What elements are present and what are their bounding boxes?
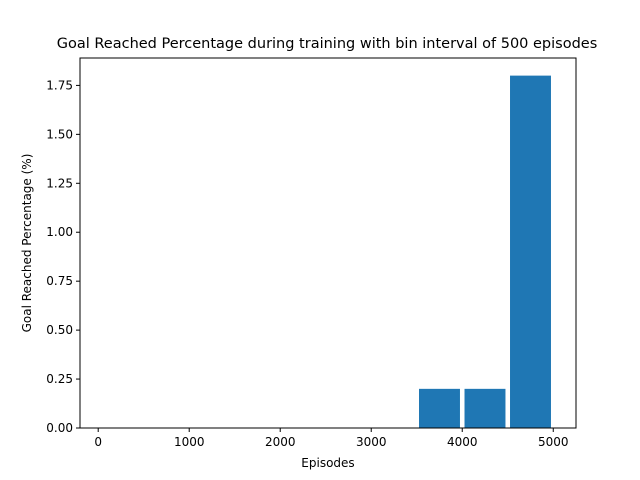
y-tick-label: 0.00 — [46, 421, 73, 435]
y-tick-label: 0.25 — [46, 372, 73, 386]
y-tick-label: 0.50 — [46, 323, 73, 337]
y-axis-label: Goal Reached Percentage (%) — [20, 154, 34, 333]
plot-frame — [79, 57, 577, 429]
x-tick-label: 2000 — [265, 435, 296, 449]
bar-4000 — [464, 388, 506, 428]
x-tick-label: 5000 — [538, 435, 569, 449]
y-tick-label: 1.50 — [46, 127, 73, 141]
chart-title: Goal Reached Percentage during training … — [57, 36, 598, 52]
bars-group — [419, 75, 551, 428]
bar-4500 — [510, 75, 551, 428]
y-tick-label: 1.00 — [46, 225, 73, 239]
x-axis-label: Episodes — [301, 456, 354, 470]
y-axis-ticks: 0.00 0.25 0.50 0.75 1.00 1.25 1.50 1.75 — [46, 78, 80, 435]
x-tick-label: 1000 — [174, 435, 205, 449]
y-tick-label: 1.75 — [46, 78, 73, 92]
x-axis-ticks: 0 1000 2000 3000 4000 5000 — [94, 428, 569, 449]
y-tick-label: 0.75 — [46, 274, 73, 288]
x-tick-label: 4000 — [447, 435, 478, 449]
x-tick-label: 0 — [94, 435, 102, 449]
y-tick-label: 1.25 — [46, 176, 73, 190]
bar-3500 — [419, 388, 460, 428]
x-tick-label: 3000 — [356, 435, 387, 449]
